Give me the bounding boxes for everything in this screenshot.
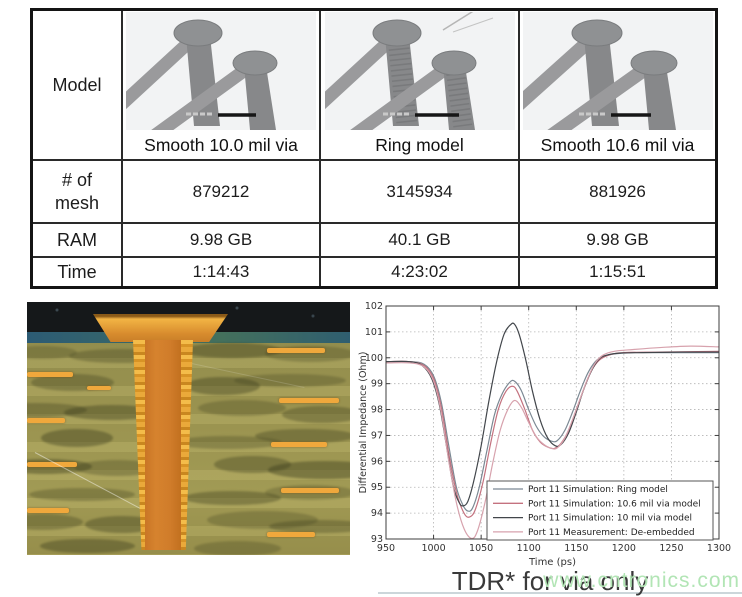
model-caption: Smooth 10.0 mil via (144, 135, 298, 155)
model-thumbnail-ring: Ring model (321, 11, 520, 161)
model-caption: Smooth 10.6 mil via (540, 135, 695, 155)
row-label-time: Time (33, 258, 123, 286)
bottom-divider (378, 592, 742, 594)
svg-text:100: 100 (365, 353, 383, 364)
svg-text:102: 102 (365, 301, 383, 312)
ram-value: 9.98 GB (520, 224, 715, 258)
row-label-ram: RAM (33, 224, 123, 258)
model-caption: Ring model (375, 135, 464, 155)
row-label-mesh: # of mesh (33, 161, 123, 224)
svg-text:Port 11 Simulation: 10 mil via: Port 11 Simulation: 10 mil via model (528, 514, 692, 524)
svg-text:Port 11 Simulation: Ring model: Port 11 Simulation: Ring model (528, 485, 668, 495)
ram-value: 9.98 GB (123, 224, 321, 258)
svg-text:1200: 1200 (612, 543, 636, 554)
mesh-value: 881926 (520, 161, 715, 224)
svg-text:98: 98 (371, 405, 383, 416)
via-barrel (133, 340, 193, 550)
svg-text:1150: 1150 (564, 543, 588, 554)
via-3d-render (324, 12, 515, 130)
svg-text:Differential Impedance (Ohm): Differential Impedance (Ohm) (358, 352, 369, 494)
svg-text:1300: 1300 (707, 543, 731, 554)
svg-text:97: 97 (371, 430, 383, 441)
svg-text:Port 11 Simulation: 10.6 mil v: Port 11 Simulation: 10.6 mil via model (528, 499, 701, 509)
svg-text:101: 101 (365, 327, 383, 338)
via-pad-flange (93, 314, 228, 342)
svg-text:1000: 1000 (421, 543, 445, 554)
via-3d-render (522, 12, 713, 130)
svg-text:99: 99 (371, 379, 383, 390)
svg-text:1100: 1100 (517, 543, 541, 554)
svg-text:Port 11 Measurement: De-embedd: Port 11 Measurement: De-embedded (528, 528, 695, 538)
via-copper-fill (145, 340, 181, 550)
ram-value: 40.1 GB (321, 224, 520, 258)
comparison-table: Model Smooth 10.0 mil via (30, 8, 718, 289)
svg-text:950: 950 (377, 543, 395, 554)
svg-text:95: 95 (371, 482, 383, 493)
model-thumbnail-smooth-10-0: Smooth 10.0 mil via (123, 11, 321, 161)
via-cross-section-photo (27, 302, 350, 555)
mesh-value: 3145934 (321, 161, 520, 224)
chart-caption: TDR* for via only (451, 566, 649, 596)
chart-canvas: 950 1000 1050 1100 1150 1200 1250 1300 93 94 95 96 9… (358, 301, 731, 568)
row-label-model: Model (33, 11, 123, 161)
time-value: 1:14:43 (123, 258, 321, 286)
mesh-value: 879212 (123, 161, 321, 224)
tdr-impedance-chart: 950 1000 1050 1100 1150 1200 1250 1300 93 94 95 96 9… (358, 295, 742, 575)
time-value: 1:15:51 (589, 262, 646, 281)
svg-text:1050: 1050 (469, 543, 493, 554)
model-thumbnail-smooth-10-6: Smooth 10.6 mil via (520, 11, 715, 161)
time-value: 4:23:02 (321, 258, 520, 286)
svg-text:1250: 1250 (659, 543, 683, 554)
svg-text:93: 93 (371, 534, 383, 545)
watermark: www.cntronics.com (543, 569, 740, 592)
via-3d-render (126, 12, 316, 130)
svg-text:Time (ps): Time (ps) (528, 557, 576, 568)
svg-text:94: 94 (371, 508, 383, 519)
svg-text:96: 96 (371, 456, 383, 467)
